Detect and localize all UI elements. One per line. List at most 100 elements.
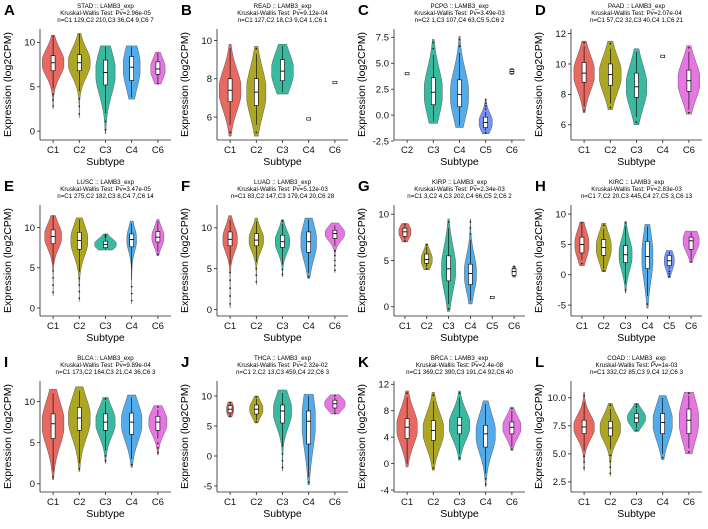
panel-test: Kruskal-Wallis Test: Pv=2.07e-04	[591, 10, 682, 17]
x-tick-label: C2	[598, 321, 610, 332]
panel-test: Kruskal-Wallis Test: Pv=3.49e-03	[414, 10, 505, 17]
panel-title: KIRP :: LAMB3_exp	[432, 179, 487, 186]
panel-label: A	[4, 2, 15, 19]
y-tick-label: 7.5	[553, 421, 566, 432]
x-tick-label: C6	[329, 145, 341, 156]
outlier-point	[581, 263, 583, 265]
violin-group-c4: C4	[126, 221, 138, 332]
outlier-point	[229, 402, 231, 404]
panel-label: F	[181, 178, 190, 195]
iqr-box	[510, 422, 514, 434]
violin-group-c1: C1	[42, 389, 64, 508]
y-axis-title: Expression (log2CPM)	[2, 208, 14, 313]
panel-title: COAD :: LAMB3_exp	[607, 355, 666, 362]
panel-j: J THCA :: LAMB3_expKruskal-Wallis Test: P…	[179, 354, 348, 520]
outlier-point	[609, 466, 611, 468]
x-tick-label: C6	[152, 145, 164, 156]
outlier-point	[688, 112, 690, 114]
iqr-box	[689, 237, 693, 249]
y-tick-label: 2.5	[376, 84, 389, 95]
y-tick-label: 0	[207, 451, 212, 462]
outlier-point	[609, 107, 611, 109]
outlier-point	[459, 39, 461, 41]
outlier-point	[255, 421, 257, 423]
outlier-point	[105, 460, 107, 462]
violin-group-c4: C4	[302, 394, 315, 508]
outlier-point	[255, 268, 257, 270]
panel-label: B	[181, 2, 192, 19]
outlier-point	[229, 287, 231, 289]
violin-group-c3: C3	[449, 391, 469, 508]
x-tick-label: C1	[47, 497, 59, 508]
outlier-point	[485, 132, 487, 134]
x-axis-title: Subtype	[86, 508, 125, 520]
outlier-point	[426, 268, 428, 270]
outlier-point	[470, 227, 472, 229]
outlier-point	[78, 113, 80, 115]
outlier-point	[229, 131, 231, 133]
x-tick-label: C4	[126, 321, 138, 332]
x-tick-label: C2	[604, 497, 616, 508]
outlier-point	[470, 233, 472, 235]
violin-group-c3: C3	[424, 39, 442, 156]
outlier-point	[157, 442, 159, 444]
violin-group-c6: C6	[329, 81, 341, 156]
panel-g: G KIRP :: LAMB3_expKruskal-Wallis Test: P…	[356, 178, 525, 344]
x-tick-label: C3	[453, 497, 465, 508]
outlier-point	[131, 300, 133, 302]
outlier-point	[157, 406, 159, 408]
panel-test: Kruskal-Wallis Test: Pv=2.34e-03	[414, 186, 505, 193]
violin-figure: A STAD :: LAMB3_expKruskal-Wallis Test: P…	[0, 0, 708, 529]
iqr-box	[484, 425, 488, 447]
outlier-point	[334, 264, 336, 266]
x-tick-label: C6	[152, 321, 164, 332]
x-tick-label: C4	[641, 321, 653, 332]
y-tick-label: 5	[30, 82, 35, 93]
iqr-box	[77, 407, 81, 430]
iqr-box	[156, 62, 160, 74]
y-axis-title: Expression (log2CPM)	[179, 384, 191, 489]
iqr-box	[130, 57, 134, 81]
x-tick-label: C3	[99, 321, 111, 332]
panel-label: K	[358, 354, 369, 371]
x-tick-label: C1	[47, 145, 59, 156]
x-tick-label: C1	[576, 321, 588, 332]
outlier-point	[459, 45, 461, 47]
y-tick-label: 0	[207, 305, 212, 316]
violin-group-c6: C6	[152, 219, 164, 332]
outlier-point	[229, 272, 231, 274]
violin-group-c6: C6	[506, 68, 518, 156]
y-axis-title: Expression (log2CPM)	[533, 384, 545, 489]
single-point-box	[307, 118, 311, 120]
outlier-point	[404, 240, 406, 242]
outlier-point	[78, 277, 80, 279]
iqr-box	[645, 241, 649, 268]
panel-counts: n=C1 57,C2 32,C3 40,C4 1,C6 21	[590, 17, 684, 24]
outlier-point	[448, 221, 450, 223]
panel-title: KIRC :: LAMB3_exp	[609, 179, 665, 186]
x-tick-label: C2	[427, 497, 439, 508]
y-tick-label: -5	[204, 481, 212, 492]
outlier-point	[105, 121, 107, 123]
violin-group-c4: C4	[464, 219, 476, 332]
panel-test: Kruskal-Wallis Test: Pv=1e-03	[595, 362, 678, 369]
outlier-point	[603, 270, 605, 272]
iqr-box	[51, 414, 55, 439]
violin-group-c2: C2	[423, 392, 443, 508]
panel-title: PAAD :: LAMB3_exp	[608, 3, 666, 10]
single-point-box	[405, 72, 409, 74]
panel-k: K BRCA :: LAMB3_expKruskal-Wallis Test: P…	[356, 354, 525, 520]
iqr-box	[431, 78, 435, 105]
outlier-point	[432, 42, 434, 44]
violin-group-c4: C4	[657, 55, 669, 156]
x-axis-title: Subtype	[263, 156, 302, 168]
iqr-box	[425, 254, 429, 263]
y-tick-label: 5	[384, 256, 389, 267]
panel-b: B READ :: LAMB3_expKruskal-Wallis Test: P…	[179, 2, 348, 168]
panel-test: Kruskal-Wallis Test: Pv=2.4e-08	[416, 362, 504, 369]
outlier-point	[485, 478, 487, 480]
iqr-box	[403, 228, 407, 236]
iqr-box	[130, 413, 134, 434]
outlier-point	[583, 110, 585, 112]
outlier-point	[432, 467, 434, 469]
